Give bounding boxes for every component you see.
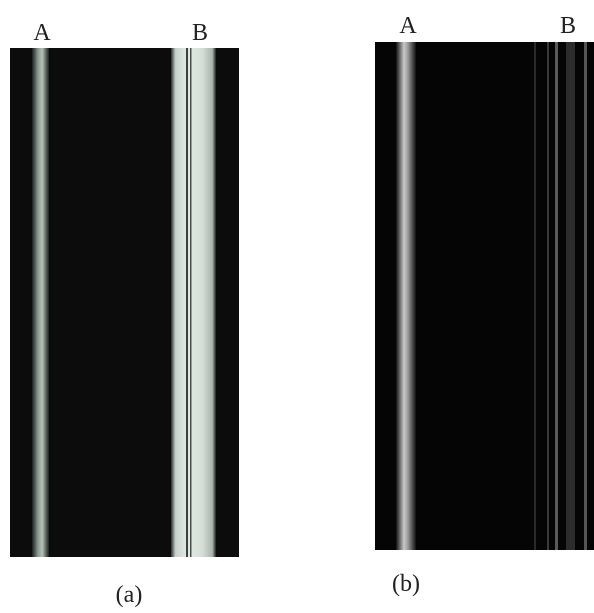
stripe (171, 48, 216, 557)
label: B (192, 20, 208, 46)
panel-b: A B (b) (375, 13, 594, 597)
figure: A B (a) A B (b) (0, 0, 594, 613)
panel-a: A B (a) (10, 20, 239, 608)
stripe-line (566, 42, 575, 550)
stripe (396, 42, 416, 550)
stripe-line (186, 48, 188, 557)
stripe-line (190, 48, 192, 557)
label: A (399, 13, 417, 39)
stripe-line (547, 42, 549, 550)
caption: (b) (392, 571, 420, 597)
label: B (560, 13, 576, 39)
stripe (32, 48, 49, 557)
stripe-line (534, 42, 536, 550)
stripe-line (584, 42, 587, 550)
caption: (a) (116, 582, 143, 608)
stripe-line (555, 42, 558, 550)
label: A (33, 20, 51, 46)
